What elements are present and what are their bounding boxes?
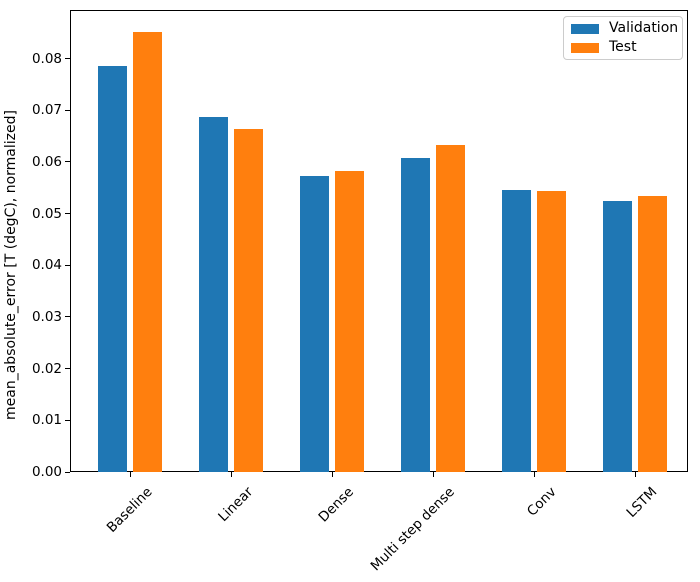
y-tick-label: 0.04 bbox=[31, 257, 62, 274]
y-tick-label: 0.07 bbox=[31, 102, 62, 119]
y-tick-label: 0.06 bbox=[31, 153, 62, 170]
y-tick-label: 0.08 bbox=[31, 50, 62, 67]
x-tick-mark bbox=[432, 472, 434, 477]
y-tick-mark bbox=[65, 264, 70, 266]
y-tick-mark bbox=[65, 471, 70, 473]
x-tick-label-conv: Conv bbox=[523, 484, 560, 520]
y-tick-mark bbox=[65, 161, 70, 163]
x-tick-mark bbox=[331, 472, 333, 477]
x-tick-label-lstm: LSTM bbox=[623, 484, 661, 521]
x-tick-label-multi-step-dense: Multi step dense bbox=[368, 484, 459, 575]
y-tick-label: 0.05 bbox=[31, 205, 62, 222]
bar-test-linear bbox=[234, 129, 263, 472]
x-tick-label-dense: Dense bbox=[315, 484, 358, 526]
y-tick-mark bbox=[65, 419, 70, 421]
bar-validation-dense bbox=[300, 175, 329, 472]
bar-validation-linear bbox=[199, 116, 228, 472]
y-tick-mark bbox=[65, 316, 70, 318]
x-tick-mark bbox=[634, 472, 636, 477]
legend-swatch-validation bbox=[571, 23, 599, 34]
x-tick-label-baseline: Baseline bbox=[103, 484, 156, 536]
bar-validation-multi-step-dense bbox=[401, 158, 430, 472]
bar-validation-baseline bbox=[98, 66, 127, 472]
y-tick-label: 0.00 bbox=[31, 464, 62, 480]
legend-row-test: Test bbox=[571, 40, 675, 55]
legend-label-validation: Validation bbox=[609, 20, 679, 36]
y-tick-mark bbox=[65, 58, 70, 60]
y-tick-label: 0.01 bbox=[31, 412, 62, 429]
x-tick-label-linear: Linear bbox=[215, 484, 257, 525]
bar-test-conv bbox=[537, 191, 566, 472]
bar-validation-lstm bbox=[603, 201, 632, 472]
y-tick-mark bbox=[65, 368, 70, 370]
bar-validation-conv bbox=[502, 190, 531, 472]
legend-swatch-test bbox=[571, 42, 599, 53]
x-tick-mark bbox=[533, 472, 535, 477]
legend-label-test: Test bbox=[609, 39, 637, 55]
y-tick-label: 0.03 bbox=[31, 308, 62, 325]
y-tick-mark bbox=[65, 109, 70, 111]
legend: Validation Test bbox=[563, 16, 683, 60]
x-tick-mark bbox=[129, 472, 131, 477]
bar-test-multi-step-dense bbox=[436, 144, 465, 472]
bar-test-dense bbox=[335, 170, 364, 472]
plot-area bbox=[70, 10, 688, 472]
y-tick-label: 0.02 bbox=[31, 360, 62, 377]
x-tick-mark bbox=[230, 472, 232, 477]
legend-row-validation: Validation bbox=[571, 20, 679, 36]
y-tick-mark bbox=[65, 213, 70, 215]
bar-test-lstm bbox=[638, 196, 667, 472]
bar-test-baseline bbox=[133, 31, 162, 472]
